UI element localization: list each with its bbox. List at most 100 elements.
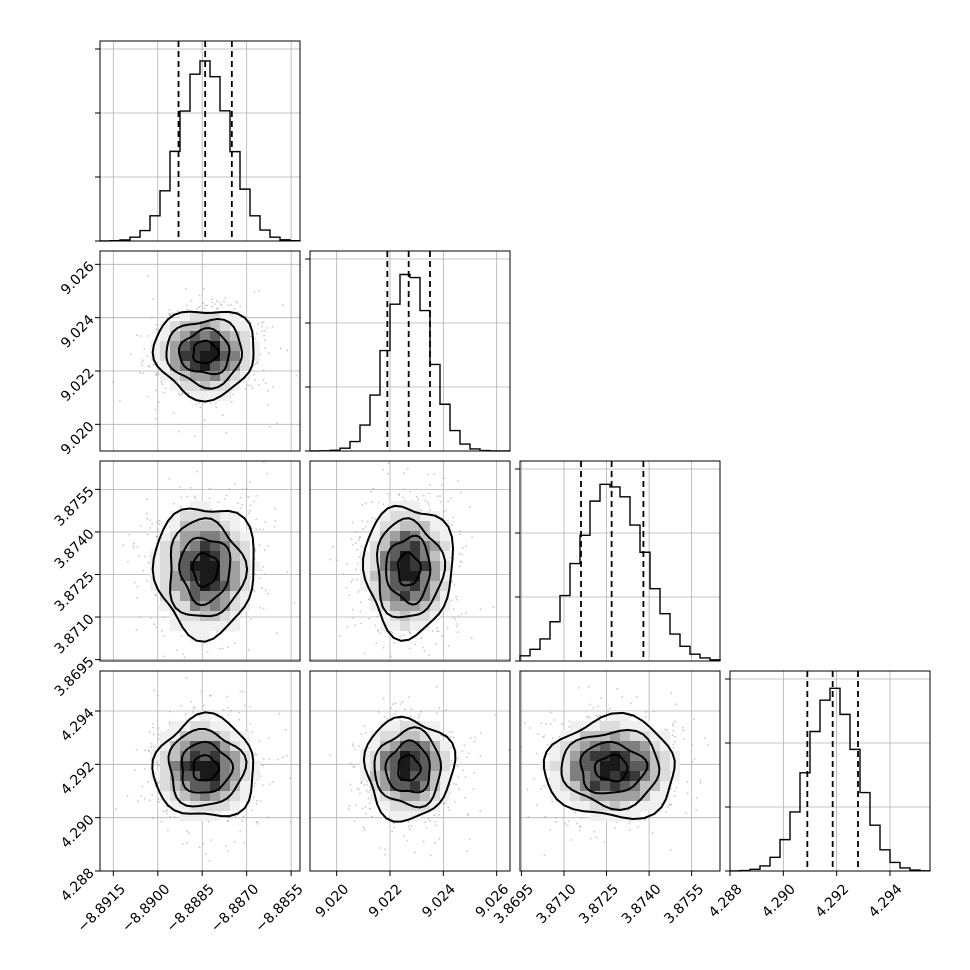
density-cell bbox=[650, 741, 660, 751]
sample-point bbox=[261, 321, 263, 324]
sample-point bbox=[398, 418, 400, 420]
sample-point bbox=[609, 707, 611, 710]
sample-point bbox=[147, 335, 150, 337]
sample-point bbox=[637, 826, 639, 829]
sample-point bbox=[464, 796, 466, 799]
sample-point bbox=[224, 297, 227, 299]
sample-point bbox=[587, 715, 590, 718]
sample-point bbox=[250, 335, 252, 338]
sample-point bbox=[447, 500, 449, 502]
sample-point bbox=[427, 818, 430, 820]
sample-point bbox=[245, 487, 248, 490]
sample-point bbox=[360, 733, 363, 736]
sample-point bbox=[414, 643, 416, 646]
sample-point bbox=[457, 776, 460, 778]
density-cell bbox=[160, 601, 170, 611]
density-cell bbox=[180, 351, 190, 361]
density-cell bbox=[240, 351, 250, 361]
sample-point bbox=[682, 726, 684, 729]
sample-point bbox=[595, 836, 598, 839]
sample-point bbox=[223, 300, 226, 303]
sample-point bbox=[255, 821, 258, 824]
density-cell bbox=[160, 551, 170, 561]
sample-point bbox=[226, 695, 229, 698]
sample-point bbox=[417, 716, 420, 719]
xtick-label-1-2: 9.024 bbox=[419, 881, 459, 921]
density-cell bbox=[210, 731, 220, 741]
sample-point bbox=[351, 521, 354, 524]
sample-point bbox=[222, 647, 224, 650]
sample-point bbox=[418, 713, 421, 716]
density-cell bbox=[380, 781, 390, 791]
density-cell bbox=[210, 311, 220, 321]
density-cell bbox=[630, 801, 640, 811]
xtick-label-0-2: −8.8885 bbox=[164, 881, 218, 935]
density-cell bbox=[230, 521, 240, 531]
density-cell bbox=[550, 781, 560, 791]
sample-point bbox=[635, 696, 638, 698]
sample-point bbox=[202, 842, 205, 845]
sample-point bbox=[377, 629, 379, 631]
sample-point bbox=[268, 758, 271, 760]
sample-point bbox=[259, 800, 262, 803]
sample-point bbox=[180, 635, 183, 638]
sample-point bbox=[603, 841, 606, 843]
sample-point bbox=[187, 832, 190, 835]
sample-point bbox=[353, 820, 356, 823]
sample-point bbox=[686, 781, 689, 783]
density-cell bbox=[630, 771, 640, 781]
sample-point bbox=[252, 796, 255, 799]
density-cell bbox=[210, 601, 220, 611]
sample-point bbox=[408, 647, 411, 650]
sample-point bbox=[167, 729, 170, 731]
sample-point bbox=[352, 544, 354, 546]
density-cell bbox=[420, 591, 430, 601]
sample-point bbox=[452, 608, 455, 611]
sample-point bbox=[374, 624, 377, 627]
histogram-step-0 bbox=[99, 60, 301, 242]
density-cell bbox=[210, 511, 220, 521]
density-cell bbox=[210, 551, 220, 561]
sample-point bbox=[271, 781, 274, 783]
density-cell bbox=[250, 351, 260, 361]
sample-point bbox=[183, 656, 186, 659]
density-cell bbox=[230, 751, 240, 761]
sample-point bbox=[273, 525, 276, 528]
sample-point bbox=[479, 608, 482, 611]
sample-point bbox=[152, 298, 155, 300]
sample-point bbox=[262, 784, 264, 787]
sample-point bbox=[209, 402, 212, 405]
density-cell bbox=[620, 721, 630, 731]
sample-point bbox=[387, 462, 390, 464]
density-cell bbox=[390, 561, 400, 571]
sample-point bbox=[455, 595, 458, 598]
sample-point bbox=[153, 623, 156, 626]
density-cell bbox=[180, 381, 190, 391]
sample-point bbox=[407, 825, 410, 828]
sample-point bbox=[152, 733, 155, 736]
sample-point bbox=[417, 498, 419, 501]
density-cell bbox=[600, 771, 610, 781]
sample-point bbox=[474, 736, 476, 739]
sample-point bbox=[136, 597, 138, 599]
density-cell bbox=[210, 581, 220, 591]
sample-point bbox=[155, 626, 158, 629]
density-cell bbox=[390, 751, 400, 761]
sample-point bbox=[210, 839, 212, 841]
sample-point bbox=[255, 332, 258, 335]
density-cell bbox=[210, 381, 220, 391]
sample-point bbox=[186, 308, 189, 311]
sample-point bbox=[263, 347, 266, 350]
density-cell bbox=[420, 791, 430, 801]
density-cell bbox=[400, 541, 410, 551]
density-cell bbox=[410, 621, 420, 631]
sample-point bbox=[346, 563, 348, 566]
density-cell bbox=[190, 361, 200, 371]
sample-point bbox=[216, 307, 219, 310]
density-cell bbox=[380, 771, 390, 781]
sample-point bbox=[672, 743, 675, 746]
density-cell bbox=[410, 501, 420, 511]
density-cell bbox=[410, 771, 420, 781]
sample-point bbox=[135, 749, 138, 751]
